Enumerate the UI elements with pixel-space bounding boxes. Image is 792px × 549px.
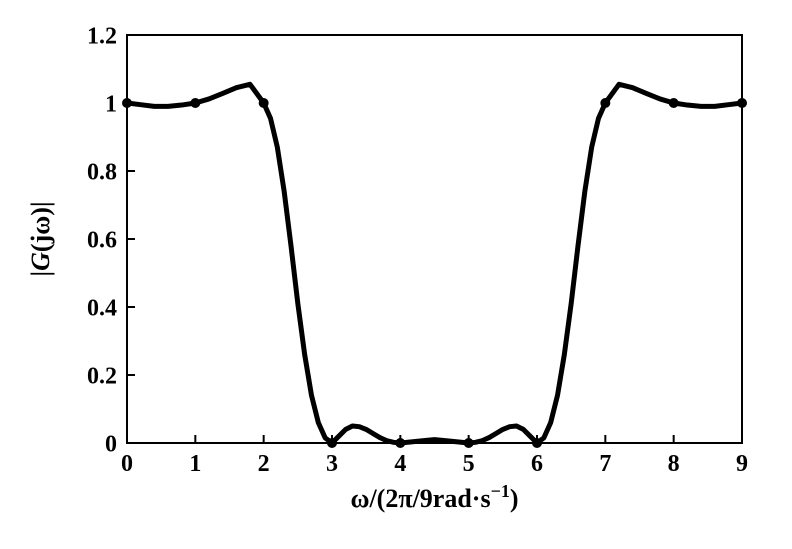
svg-text:0.4: 0.4 xyxy=(87,295,117,321)
svg-text:2: 2 xyxy=(258,451,270,477)
svg-text:3: 3 xyxy=(326,451,338,477)
svg-text:0.8: 0.8 xyxy=(87,159,117,185)
svg-text:|G(jω)|: |G(jω)| xyxy=(26,201,55,276)
svg-text:1: 1 xyxy=(105,91,117,117)
svg-text:7: 7 xyxy=(599,451,611,477)
chart-container: 0 1 2 3 4 5 6 7 8 9 0 0.2 0.4 0.6 0.8 1 1.2 ω/(2π/9rad·s−… xyxy=(0,0,792,549)
svg-text:8: 8 xyxy=(668,451,680,477)
svg-text:ω/(2π/9rad·s−1): ω/(2π/9rad·s−1) xyxy=(350,481,518,513)
svg-text:0: 0 xyxy=(105,431,117,457)
svg-text:0.6: 0.6 xyxy=(87,227,117,253)
svg-text:6: 6 xyxy=(531,451,543,477)
svg-text:4: 4 xyxy=(394,451,406,477)
svg-text:9: 9 xyxy=(736,451,748,477)
svg-text:5: 5 xyxy=(463,451,475,477)
svg-text:1: 1 xyxy=(189,451,201,477)
svg-text:0.2: 0.2 xyxy=(87,363,117,389)
svg-text:1.2: 1.2 xyxy=(87,23,117,49)
svg-text:0: 0 xyxy=(121,451,133,477)
line-chart: 0 1 2 3 4 5 6 7 8 9 0 0.2 0.4 0.6 0.8 1 1.2 ω/(2π/9rad·s−… xyxy=(0,0,792,549)
